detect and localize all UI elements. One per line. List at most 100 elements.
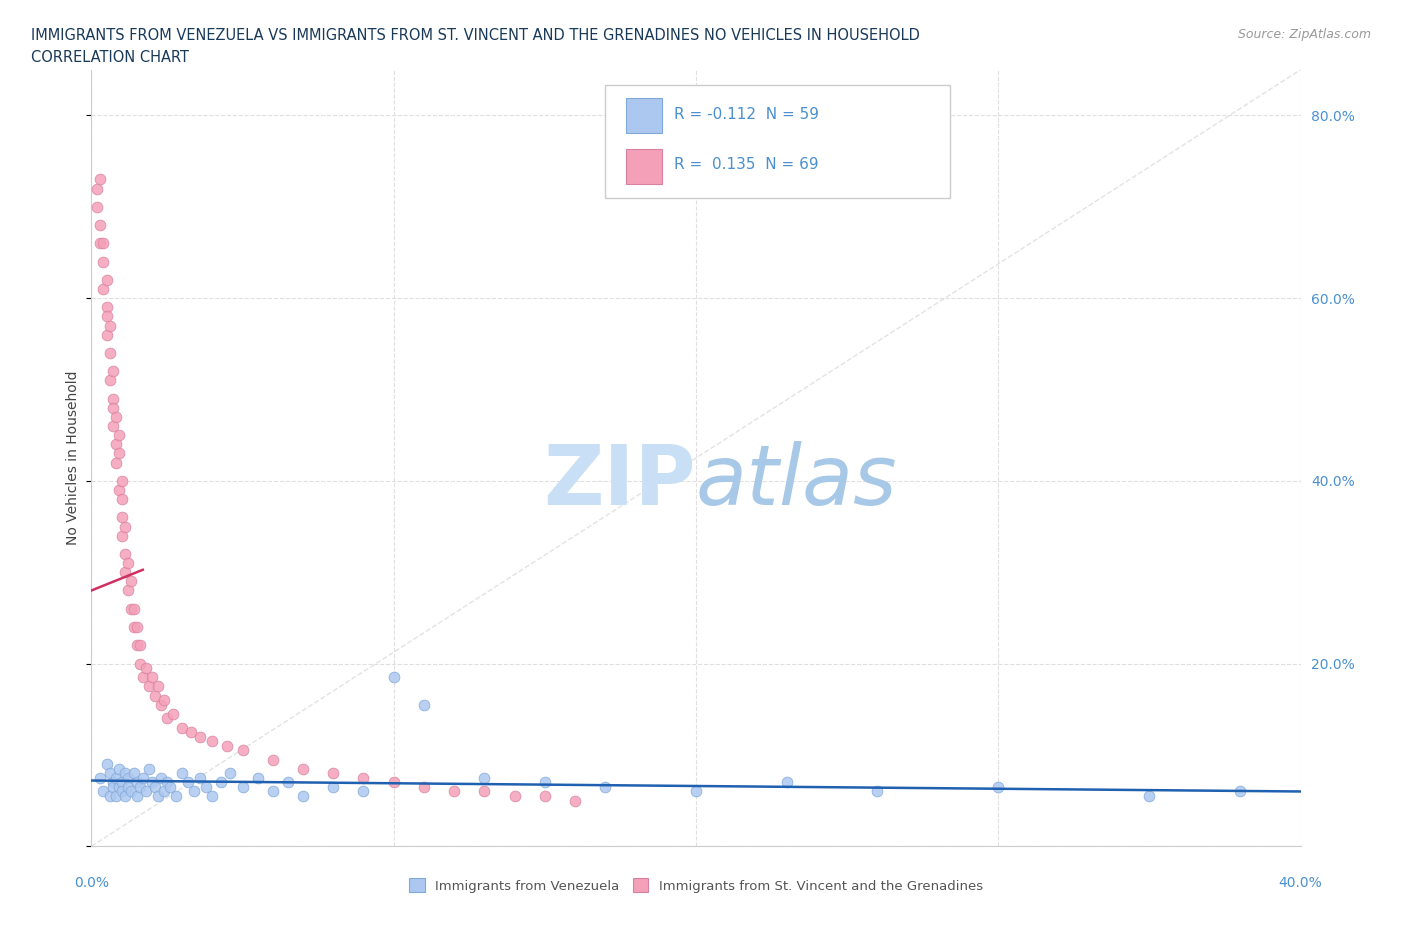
Point [125, 789, 148, 804]
Point [114, 565, 136, 579]
Point [177, 775, 200, 790]
Point [104, 770, 127, 785]
Point [292, 789, 315, 804]
Point [143, 779, 166, 794]
Point [125, 619, 148, 634]
Point [183, 784, 205, 799]
Point [96, 309, 118, 324]
Point [533, 789, 555, 804]
Point [89, 770, 111, 785]
Text: R =  0.135  N = 69: R = 0.135 N = 69 [675, 157, 818, 172]
Point [322, 779, 344, 794]
Point [104, 437, 127, 452]
Point [98, 318, 121, 333]
Point [564, 793, 586, 808]
Point [172, 765, 194, 780]
Point [188, 770, 211, 785]
Point [96, 757, 118, 772]
Point [231, 779, 253, 794]
Point [93, 236, 115, 251]
Point [111, 528, 132, 543]
Point [120, 784, 142, 799]
Y-axis label: No Vehicles in Household: No Vehicles in Household [66, 371, 80, 545]
Point [143, 688, 166, 703]
Point [141, 775, 163, 790]
Point [413, 779, 436, 794]
Point [503, 789, 526, 804]
Point [138, 679, 160, 694]
Point [138, 761, 160, 776]
Point [125, 775, 148, 790]
Point [114, 519, 136, 534]
Point [595, 779, 617, 794]
Point [122, 765, 145, 780]
Point [96, 272, 118, 287]
Point [111, 775, 132, 790]
Point [101, 418, 124, 433]
Point [111, 473, 132, 488]
Point [472, 784, 495, 799]
Point [104, 409, 127, 424]
Point [1229, 784, 1251, 799]
Point [122, 619, 145, 634]
Point [114, 547, 136, 562]
Point [292, 761, 315, 776]
Point [117, 583, 139, 598]
Point [120, 602, 142, 617]
Point [107, 761, 129, 776]
Point [159, 779, 181, 794]
Point [107, 446, 129, 461]
Point [114, 789, 136, 804]
Point [104, 455, 127, 470]
Point [122, 602, 145, 617]
Point [443, 784, 465, 799]
Point [89, 236, 111, 251]
Point [413, 698, 436, 712]
Point [277, 775, 299, 790]
Point [86, 181, 108, 196]
Point [172, 720, 194, 735]
Point [146, 679, 169, 694]
Text: ZIP: ZIP [544, 441, 696, 522]
Point [153, 784, 176, 799]
Point [146, 789, 169, 804]
Point [101, 779, 124, 794]
Point [352, 770, 374, 785]
Text: 40.0%: 40.0% [1278, 876, 1323, 890]
Point [866, 784, 889, 799]
Point [93, 784, 115, 799]
Point [101, 775, 124, 790]
Point [153, 693, 176, 708]
Point [262, 752, 284, 767]
Point [195, 779, 218, 794]
Point [201, 789, 224, 804]
Point [98, 789, 121, 804]
Text: atlas: atlas [696, 441, 897, 522]
FancyBboxPatch shape [626, 99, 662, 133]
Point [156, 775, 179, 790]
Point [96, 327, 118, 342]
Point [201, 734, 224, 749]
Point [776, 775, 799, 790]
Point [128, 638, 150, 653]
Point [188, 729, 211, 744]
Text: CORRELATION CHART: CORRELATION CHART [31, 50, 188, 65]
Point [125, 638, 148, 653]
Point [135, 660, 157, 675]
Legend: Immigrants from Venezuela, Immigrants from St. Vincent and the Grenadines: Immigrants from Venezuela, Immigrants fr… [404, 873, 988, 898]
Point [149, 698, 172, 712]
Point [209, 775, 232, 790]
Point [472, 770, 495, 785]
Point [128, 657, 150, 671]
Point [98, 765, 121, 780]
Point [120, 574, 142, 589]
Point [162, 707, 184, 722]
Point [117, 555, 139, 570]
Point [117, 770, 139, 785]
Point [128, 779, 150, 794]
Point [149, 770, 172, 785]
Point [135, 784, 157, 799]
Point [262, 784, 284, 799]
Point [114, 765, 136, 780]
Point [86, 199, 108, 214]
